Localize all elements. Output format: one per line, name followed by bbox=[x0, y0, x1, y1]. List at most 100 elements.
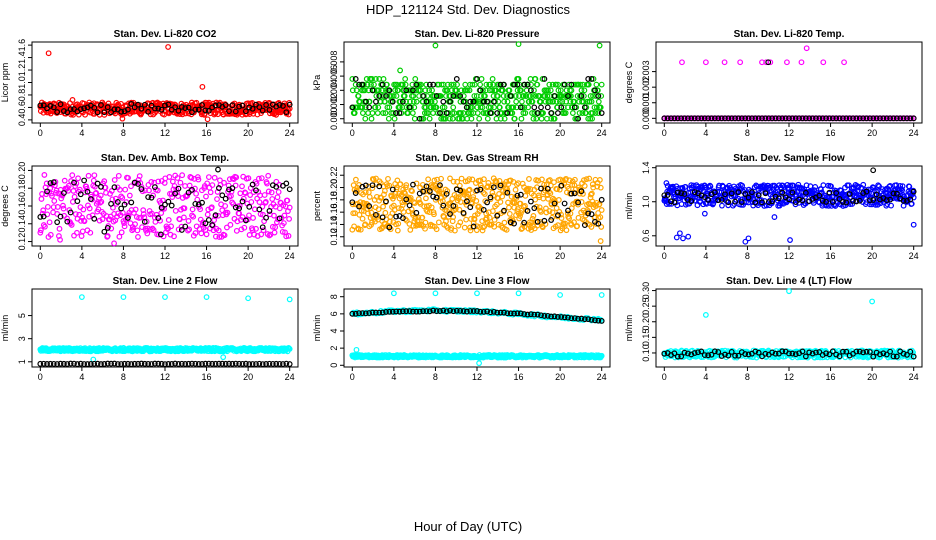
data-point bbox=[212, 233, 219, 240]
data-point bbox=[131, 179, 138, 186]
data-point bbox=[534, 218, 541, 225]
data-point bbox=[566, 177, 573, 184]
data-point bbox=[60, 202, 66, 209]
data-point bbox=[789, 115, 796, 122]
data-point bbox=[592, 110, 599, 116]
data-point bbox=[515, 290, 522, 297]
data-point bbox=[98, 198, 105, 205]
x-tick-label: 16 bbox=[202, 251, 212, 261]
data-point bbox=[169, 194, 176, 200]
data-point bbox=[715, 115, 722, 122]
data-point bbox=[420, 115, 427, 122]
data-point bbox=[265, 188, 272, 195]
data-point bbox=[392, 87, 398, 94]
data-point bbox=[264, 180, 270, 187]
x-tick-label: 8 bbox=[433, 128, 438, 138]
data-point bbox=[41, 172, 48, 178]
data-point bbox=[592, 87, 598, 94]
data-point bbox=[215, 227, 222, 234]
data-point bbox=[510, 104, 517, 111]
data-point bbox=[517, 191, 524, 198]
data-point bbox=[397, 67, 404, 74]
panel-4: Stan. Dev. Amb. Box Temp.degrees C0 4 8 12 1… bbox=[0, 153, 299, 261]
data-point bbox=[491, 104, 497, 111]
data-point bbox=[491, 216, 498, 223]
data-point bbox=[870, 197, 877, 203]
data-point bbox=[554, 110, 561, 116]
data-point bbox=[511, 81, 517, 88]
data-point bbox=[216, 234, 223, 240]
data-point bbox=[843, 199, 850, 206]
x-tick-label: 12 bbox=[160, 372, 170, 382]
x-tick-label: 24 bbox=[909, 372, 919, 382]
data-point bbox=[391, 115, 398, 122]
data-point bbox=[389, 186, 396, 193]
data-point bbox=[547, 98, 554, 105]
data-point bbox=[576, 110, 583, 116]
y-axis-label: degrees C bbox=[624, 61, 634, 103]
data-point bbox=[185, 189, 192, 196]
data-point bbox=[202, 107, 209, 114]
data-point bbox=[241, 224, 248, 231]
data-point bbox=[426, 87, 433, 94]
data-point bbox=[708, 115, 715, 122]
data-point bbox=[369, 87, 376, 94]
y-tick-label: 1.4 bbox=[641, 161, 651, 174]
data-point bbox=[483, 81, 490, 88]
data-point bbox=[81, 177, 88, 184]
data-point bbox=[495, 93, 501, 99]
data-point bbox=[530, 93, 536, 99]
data-point bbox=[210, 227, 217, 234]
data-point bbox=[487, 81, 494, 88]
data-point bbox=[212, 212, 219, 219]
data-point bbox=[74, 361, 81, 367]
x-tick-label: 20 bbox=[243, 372, 253, 382]
data-point bbox=[598, 224, 605, 230]
data-point bbox=[155, 360, 162, 367]
data-point bbox=[544, 185, 551, 192]
x-tick-label: 0 bbox=[350, 251, 355, 261]
y-tick-label: 0.18 bbox=[17, 179, 27, 197]
data-point bbox=[211, 174, 218, 181]
data-point bbox=[702, 184, 709, 191]
data-point bbox=[725, 199, 732, 206]
data-point bbox=[697, 198, 704, 204]
x-tick-label: 8 bbox=[745, 251, 750, 261]
data-point bbox=[138, 105, 145, 112]
data-point bbox=[246, 232, 253, 238]
data-point bbox=[155, 178, 162, 185]
data-point bbox=[373, 309, 379, 316]
y-tick-label: 5 bbox=[17, 313, 27, 318]
data-point bbox=[447, 307, 453, 314]
data-point bbox=[219, 192, 226, 199]
data-point bbox=[681, 191, 688, 197]
data-point bbox=[586, 175, 593, 182]
y-tick-label: 0.000 bbox=[641, 107, 651, 130]
data-point bbox=[355, 226, 362, 233]
data-point bbox=[849, 201, 856, 207]
data-point bbox=[104, 360, 111, 367]
data-point bbox=[246, 203, 253, 210]
data-point bbox=[373, 211, 379, 218]
data-point bbox=[216, 185, 222, 191]
y-tick-label: 0.30 bbox=[641, 282, 651, 300]
data-point bbox=[65, 182, 72, 189]
data-point bbox=[507, 219, 514, 226]
data-point bbox=[429, 87, 435, 94]
data-point bbox=[676, 230, 683, 237]
x-tick-label: 20 bbox=[555, 251, 565, 261]
data-point bbox=[481, 176, 487, 183]
data-point bbox=[128, 361, 135, 367]
data-point bbox=[469, 176, 476, 183]
data-point bbox=[491, 223, 498, 230]
x-tick-label: 4 bbox=[79, 128, 84, 138]
data-point bbox=[57, 360, 64, 367]
data-point bbox=[504, 310, 511, 317]
data-point bbox=[222, 360, 229, 367]
x-tick-label: 12 bbox=[784, 251, 794, 261]
data-point bbox=[253, 361, 259, 367]
x-tick-label: 12 bbox=[160, 251, 170, 261]
data-point bbox=[474, 290, 480, 297]
data-point bbox=[271, 212, 277, 219]
x-tick-label: 0 bbox=[350, 128, 355, 138]
